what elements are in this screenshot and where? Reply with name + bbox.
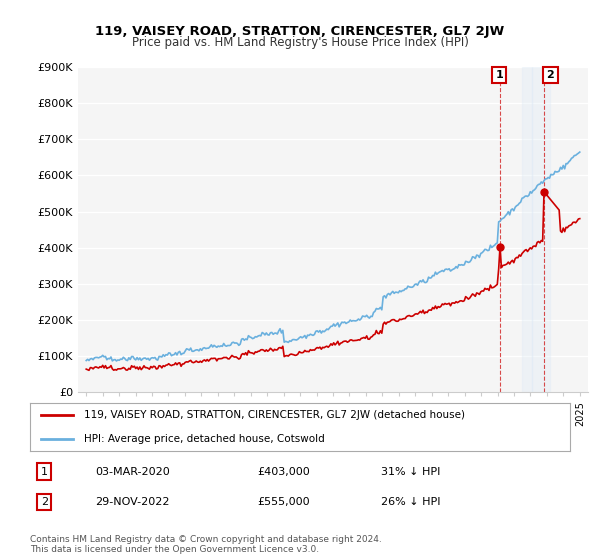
- Bar: [532, 67, 550, 392]
- Text: HPI: Average price, detached house, Cotswold: HPI: Average price, detached house, Cots…: [84, 434, 325, 444]
- Text: £555,000: £555,000: [257, 497, 310, 507]
- Text: 26% ↓ HPI: 26% ↓ HPI: [381, 497, 440, 507]
- Text: £403,000: £403,000: [257, 467, 310, 477]
- Text: 29-NOV-2022: 29-NOV-2022: [95, 497, 169, 507]
- Text: 03-MAR-2020: 03-MAR-2020: [95, 467, 170, 477]
- Text: 119, VAISEY ROAD, STRATTON, CIRENCESTER, GL7 2JW: 119, VAISEY ROAD, STRATTON, CIRENCESTER,…: [95, 25, 505, 38]
- Text: 2: 2: [547, 70, 554, 80]
- Bar: [522, 67, 532, 392]
- Text: 1: 1: [496, 70, 503, 80]
- Text: 1: 1: [41, 467, 48, 477]
- Text: 2: 2: [41, 497, 48, 507]
- Text: Contains HM Land Registry data © Crown copyright and database right 2024.
This d: Contains HM Land Registry data © Crown c…: [30, 535, 382, 554]
- Text: Price paid vs. HM Land Registry's House Price Index (HPI): Price paid vs. HM Land Registry's House …: [131, 36, 469, 49]
- Text: 31% ↓ HPI: 31% ↓ HPI: [381, 467, 440, 477]
- Text: 119, VAISEY ROAD, STRATTON, CIRENCESTER, GL7 2JW (detached house): 119, VAISEY ROAD, STRATTON, CIRENCESTER,…: [84, 410, 465, 420]
